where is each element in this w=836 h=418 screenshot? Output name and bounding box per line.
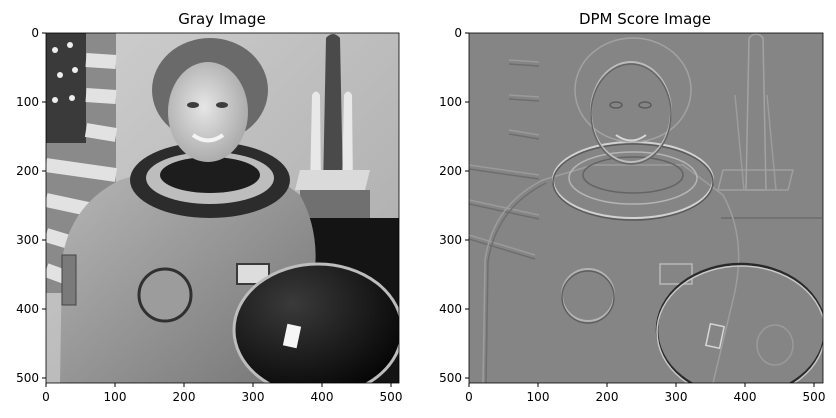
- panel-title: Gray Image: [178, 10, 266, 28]
- gray-image-panel: Gray Image: [16, 10, 402, 404]
- x-tick-label: 400: [311, 390, 334, 404]
- x-axis: 0 100 200 300 400 500: [465, 383, 825, 404]
- face: [168, 62, 248, 162]
- x-tick-label: 200: [596, 390, 619, 404]
- x-tick-label: 100: [104, 390, 127, 404]
- gray-image: [46, 33, 399, 383]
- y-axis: 0 100 200 300 400 500: [439, 26, 469, 385]
- x-tick-label: 0: [465, 390, 473, 404]
- y-axis: 0 100 200 300 400 500: [16, 26, 46, 385]
- y-tick-label: 300: [16, 233, 39, 247]
- x-tick-label: 300: [665, 390, 688, 404]
- panel-title: DPM Score Image: [579, 10, 711, 28]
- x-tick-label: 100: [527, 390, 550, 404]
- y-tick-label: 400: [439, 302, 462, 316]
- y-tick-label: 100: [439, 95, 462, 109]
- y-tick-label: 0: [31, 26, 39, 40]
- x-tick-label: 300: [242, 390, 265, 404]
- y-tick-label: 500: [16, 371, 39, 385]
- x-tick-label: 500: [803, 390, 826, 404]
- dpm-score-image: [469, 33, 823, 383]
- y-tick-label: 0: [454, 26, 462, 40]
- dpm-score-panel: DPM Score Image: [439, 10, 825, 404]
- y-tick-label: 200: [16, 164, 39, 178]
- x-tick-label: 500: [380, 390, 403, 404]
- y-tick-label: 400: [16, 302, 39, 316]
- x-axis: 0 100 200 300 400 500: [42, 383, 402, 404]
- flag: [46, 33, 118, 297]
- y-tick-label: 100: [16, 95, 39, 109]
- x-tick-label: 0: [42, 390, 50, 404]
- name-tag: [236, 263, 270, 285]
- x-tick-label: 400: [734, 390, 757, 404]
- y-tick-label: 500: [439, 371, 462, 385]
- y-tick-label: 300: [439, 233, 462, 247]
- y-tick-label: 200: [439, 164, 462, 178]
- helmet: [234, 264, 399, 383]
- mission-patch: [137, 267, 193, 323]
- x-tick-label: 200: [173, 390, 196, 404]
